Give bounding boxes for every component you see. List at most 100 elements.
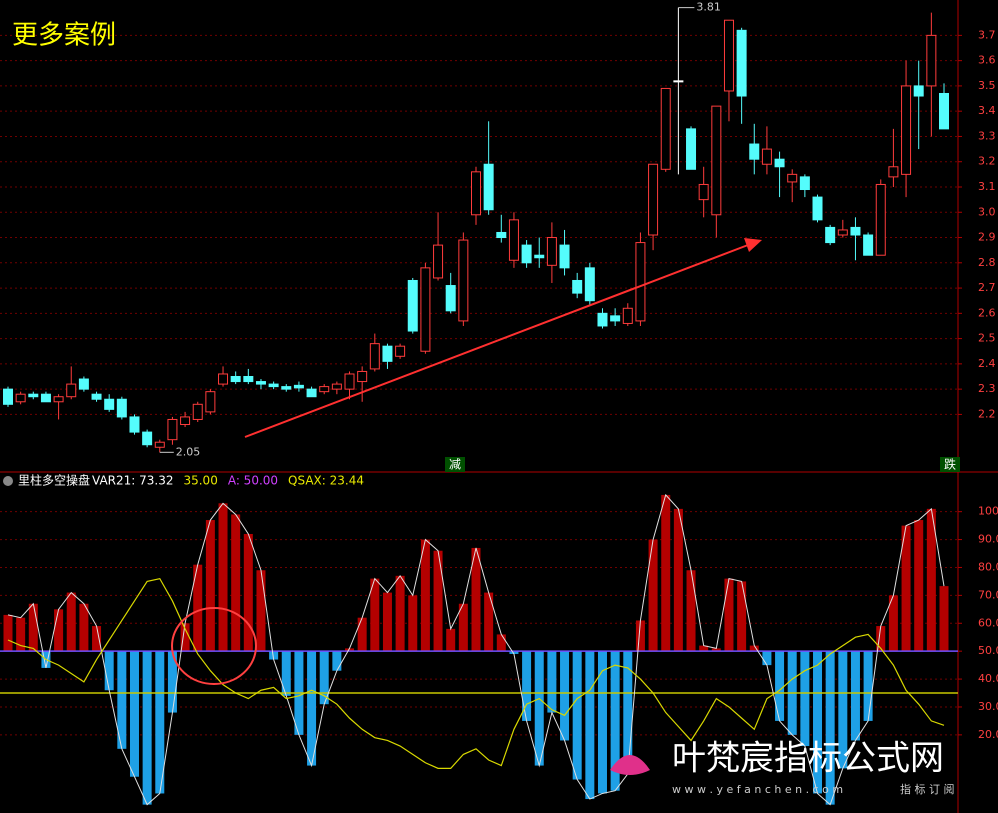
bar <box>319 651 329 705</box>
bar <box>307 651 317 766</box>
candle-body <box>686 128 697 170</box>
bar <box>635 620 645 652</box>
y-tick-label: 3.0 <box>978 205 996 218</box>
candle-body <box>205 391 216 413</box>
y-tick-label: 3.3 <box>978 129 996 142</box>
y-tick-label: 3.5 <box>978 79 996 92</box>
bar <box>79 603 89 652</box>
bar <box>673 508 683 652</box>
candle-body <box>471 171 481 216</box>
candle-body <box>635 242 646 322</box>
y-tick-label: 3.2 <box>978 155 996 168</box>
bar <box>850 651 860 741</box>
y-tick-label: 2.5 <box>978 332 996 345</box>
watermark-tag: 指 标 订 阅 <box>900 782 955 796</box>
candle-body <box>711 105 722 216</box>
trend-arrow-head <box>744 238 762 252</box>
watermark: 叶梵宸指标公式网 w w w . y e f a n c h e n . c o… <box>610 739 955 796</box>
bar <box>775 651 785 721</box>
candle-body <box>926 34 937 87</box>
candle-body <box>787 173 798 183</box>
max-label: 3.81 <box>696 1 721 14</box>
min-label: 2.05 <box>176 445 201 458</box>
bar <box>66 592 76 652</box>
y-tick-label: 2.2 <box>978 407 996 420</box>
candle-body <box>774 158 785 168</box>
y-tick-label: 70.0 <box>978 588 998 601</box>
trend-arrow <box>244 244 749 438</box>
candle-body <box>281 386 292 390</box>
bar <box>243 533 253 652</box>
bar <box>471 547 481 652</box>
candle-body <box>357 370 368 383</box>
y-tick-label: 50.0 <box>978 644 998 657</box>
bar <box>585 651 595 800</box>
bar <box>547 651 557 713</box>
y-tick-label: 100 <box>978 505 998 518</box>
candle-body <box>129 416 140 433</box>
bar <box>509 651 519 654</box>
bar <box>256 570 266 652</box>
candle-body <box>622 307 633 324</box>
candle-body <box>546 237 557 266</box>
bar <box>395 575 405 652</box>
signal-box <box>445 457 465 472</box>
bar <box>218 503 228 652</box>
bar <box>623 651 633 774</box>
y-tick-label: 2.8 <box>978 256 996 269</box>
candle-body <box>382 345 393 362</box>
legend-entry: 35.00 <box>183 474 217 488</box>
candle-body <box>572 279 583 294</box>
candle-body <box>116 398 127 418</box>
bar <box>382 592 392 652</box>
candle-body <box>268 383 279 388</box>
y-tick-label: 60.0 <box>978 616 998 629</box>
bar <box>737 581 747 652</box>
indicator-icon <box>3 476 13 486</box>
legend-entry: A: 50.00 <box>228 474 278 488</box>
watermark-name: 叶梵宸指标公式网 <box>672 739 944 779</box>
bar <box>484 592 494 652</box>
candle-body <box>293 384 304 389</box>
bar <box>180 623 190 652</box>
bar <box>926 508 936 652</box>
bar <box>939 586 949 652</box>
candle-body <box>40 393 51 403</box>
candle-body <box>850 226 861 236</box>
candle-body <box>597 312 608 327</box>
y-tick-label: 3.7 <box>978 28 996 41</box>
bar <box>205 520 215 652</box>
candle-body <box>863 234 874 256</box>
y-tick-label: 2.7 <box>978 281 996 294</box>
y-tick-label: 3.1 <box>978 180 996 193</box>
legend-entry: QSAX: 23.44 <box>288 474 364 488</box>
bar <box>357 617 367 652</box>
bar <box>699 645 709 652</box>
bar <box>408 595 418 652</box>
bar <box>825 651 835 805</box>
candle-body <box>3 388 13 405</box>
bar <box>876 626 886 652</box>
bar <box>800 651 810 747</box>
y-tick-label: 3.4 <box>978 104 996 117</box>
y-tick-label: 2.3 <box>978 382 996 395</box>
bar <box>332 651 342 671</box>
candle-body <box>825 226 836 244</box>
bar <box>269 651 279 660</box>
candle-body <box>91 393 102 400</box>
bar <box>648 539 658 652</box>
bar <box>54 609 64 652</box>
y-tick-label: 90.0 <box>978 533 998 546</box>
candle-body <box>483 163 494 211</box>
bar <box>117 651 127 749</box>
bar <box>129 651 139 777</box>
bar <box>496 634 506 652</box>
watermark-logo <box>610 755 650 775</box>
bar <box>813 651 823 794</box>
candle-body <box>458 239 469 322</box>
candle-body <box>319 386 330 393</box>
bar <box>560 651 570 741</box>
y-tick-label: 2.4 <box>978 357 996 370</box>
watermark-url: w w w . y e f a n c h e n . c o m <box>672 783 843 796</box>
